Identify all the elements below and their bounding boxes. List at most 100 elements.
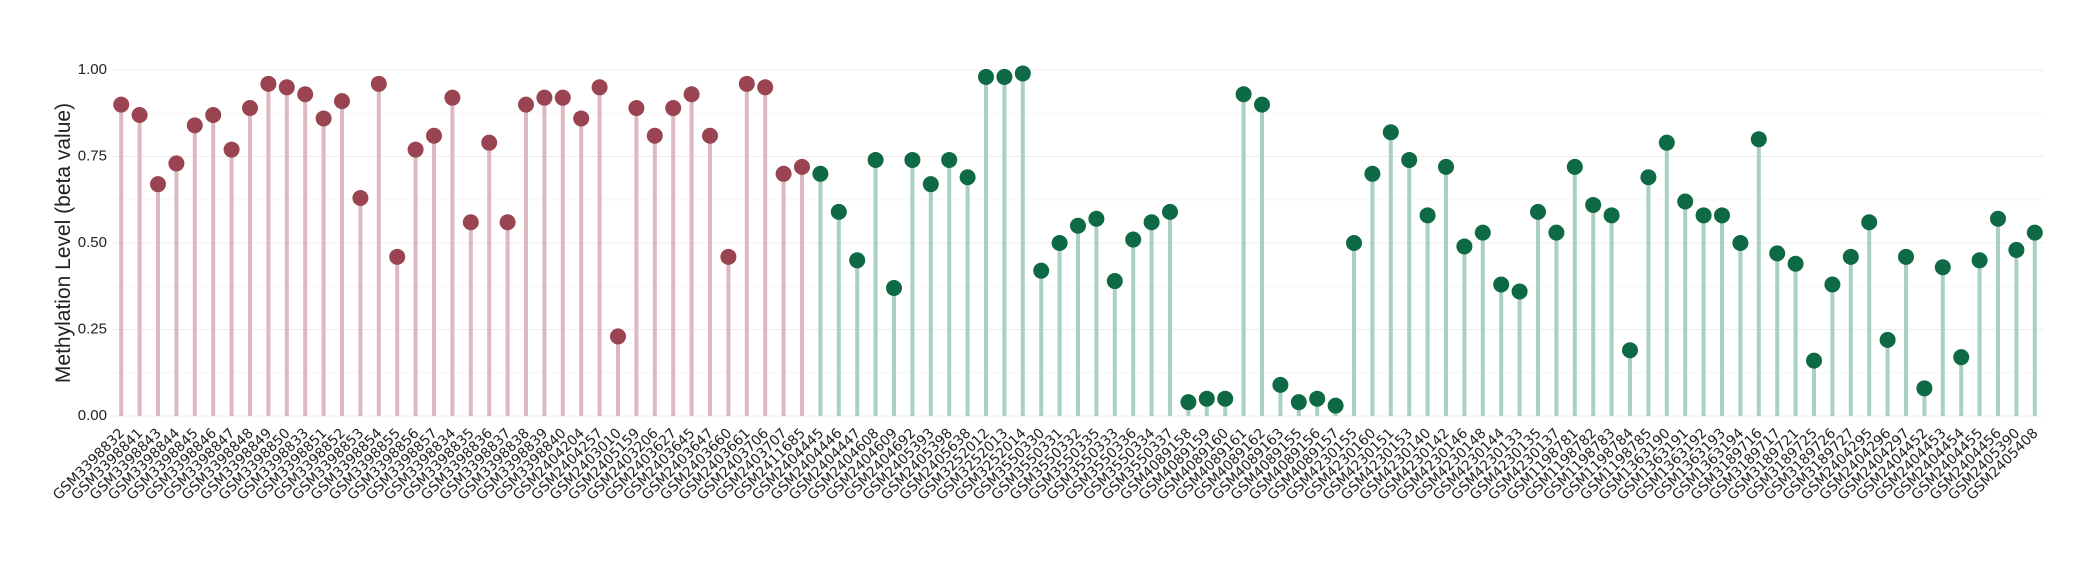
dot bbox=[113, 96, 130, 113]
dot bbox=[1861, 214, 1878, 231]
dot bbox=[1879, 331, 1896, 348]
dot bbox=[1217, 390, 1234, 407]
dot bbox=[186, 117, 203, 134]
dot bbox=[407, 141, 424, 158]
dot bbox=[1438, 158, 1454, 175]
dot bbox=[1640, 169, 1657, 186]
dot bbox=[462, 214, 479, 231]
dot bbox=[334, 93, 350, 110]
dot bbox=[315, 110, 332, 127]
dot bbox=[1898, 248, 1914, 265]
y-tick-label: 0.00 bbox=[78, 407, 107, 424]
y-axis-label: Methylation Level (beta value) bbox=[52, 103, 75, 383]
dot bbox=[1971, 252, 1988, 269]
dot bbox=[536, 89, 553, 106]
dot bbox=[389, 248, 406, 265]
dot bbox=[702, 127, 718, 144]
dot bbox=[518, 96, 534, 113]
dot bbox=[610, 328, 626, 345]
dot bbox=[1254, 96, 1270, 113]
dot bbox=[1511, 283, 1528, 300]
dot bbox=[1916, 380, 1933, 397]
dot bbox=[941, 151, 958, 168]
dot bbox=[812, 165, 829, 182]
dot bbox=[1290, 394, 1307, 411]
dot bbox=[223, 141, 240, 158]
dot bbox=[260, 75, 277, 92]
dot bbox=[1272, 376, 1289, 393]
dot bbox=[720, 248, 737, 265]
dot bbox=[646, 127, 663, 144]
dot bbox=[1364, 165, 1381, 182]
dot bbox=[1824, 276, 1841, 293]
dot bbox=[131, 106, 148, 123]
dot bbox=[683, 86, 700, 103]
dot bbox=[867, 151, 884, 168]
dot bbox=[1382, 124, 1399, 141]
dot bbox=[1787, 255, 1804, 272]
y-tick-label: 0.50 bbox=[78, 234, 107, 251]
dot bbox=[1806, 352, 1822, 369]
dot bbox=[1548, 224, 1565, 241]
dot bbox=[1419, 207, 1436, 224]
dot bbox=[297, 86, 314, 103]
dot bbox=[775, 165, 792, 182]
dot bbox=[1051, 235, 1068, 251]
dot bbox=[1162, 203, 1178, 220]
dot bbox=[444, 89, 461, 106]
y-tick-label: 1.00 bbox=[78, 61, 107, 78]
dot bbox=[573, 110, 590, 127]
dot bbox=[1125, 231, 1142, 248]
dot bbox=[205, 106, 222, 123]
dot bbox=[665, 100, 682, 117]
dot bbox=[499, 214, 516, 231]
dot bbox=[1658, 134, 1675, 151]
dot bbox=[996, 68, 1013, 85]
dot bbox=[1677, 193, 1694, 210]
dot bbox=[1070, 217, 1086, 234]
dot bbox=[150, 176, 166, 193]
dot bbox=[1235, 86, 1252, 103]
dot bbox=[1143, 214, 1160, 231]
dot bbox=[959, 169, 976, 186]
dot bbox=[352, 190, 369, 207]
dot bbox=[278, 79, 295, 96]
dot bbox=[1474, 224, 1491, 241]
dot bbox=[1456, 238, 1473, 255]
dot bbox=[1566, 158, 1583, 175]
dot bbox=[2008, 241, 2025, 258]
dot bbox=[886, 279, 902, 296]
dot bbox=[1180, 394, 1197, 411]
dot bbox=[904, 151, 921, 168]
dot bbox=[628, 100, 645, 117]
dot bbox=[1198, 390, 1215, 407]
dot bbox=[1695, 207, 1712, 224]
dot bbox=[738, 75, 755, 92]
dot bbox=[242, 100, 258, 117]
dot bbox=[1327, 397, 1344, 414]
dot bbox=[1493, 276, 1510, 293]
dot bbox=[1088, 210, 1105, 227]
dot bbox=[1106, 273, 1123, 290]
dot bbox=[1769, 245, 1786, 262]
dot bbox=[1585, 196, 1602, 213]
dot bbox=[1033, 262, 1050, 279]
dot bbox=[1750, 131, 1767, 148]
dot bbox=[1401, 151, 1418, 168]
dot bbox=[168, 155, 185, 172]
dot bbox=[1714, 207, 1730, 224]
dot bbox=[591, 79, 608, 96]
dot bbox=[1309, 390, 1326, 407]
dot bbox=[1622, 342, 1638, 359]
dot bbox=[481, 134, 498, 151]
dot bbox=[370, 75, 387, 92]
dot bbox=[1346, 235, 1362, 251]
y-tick-label: 0.75 bbox=[78, 147, 107, 164]
dot bbox=[554, 89, 571, 106]
dot bbox=[1953, 349, 1970, 366]
dot bbox=[1990, 210, 2006, 227]
dot bbox=[757, 79, 774, 96]
dot bbox=[1014, 65, 1031, 82]
dot bbox=[1732, 235, 1749, 251]
dot bbox=[1934, 259, 1951, 276]
